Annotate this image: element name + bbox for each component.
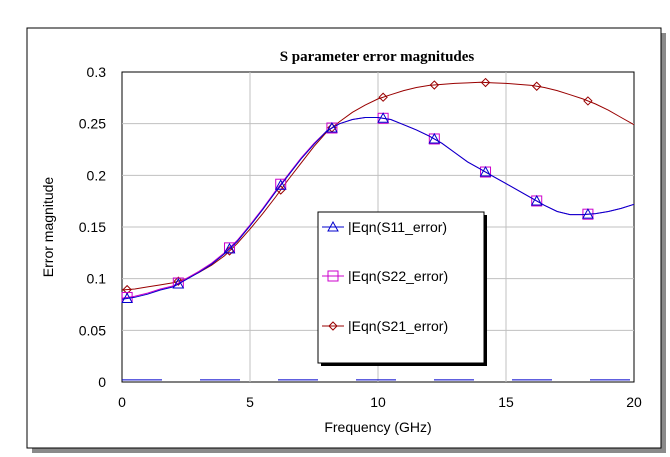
series-line-0: [121, 117, 635, 300]
series-line-2: [121, 81, 635, 291]
legend-label: |Eqn(S21_error): [348, 318, 448, 334]
legend: |Eqn(S11_error) |Eqn(S22_error) |Eqn(S21_e…: [317, 211, 487, 366]
legend-marker: [327, 270, 339, 282]
y-tick-label: 0.2: [87, 167, 107, 183]
y-tick-label: 0.05: [79, 322, 106, 338]
y-tick-label: 0.15: [79, 219, 106, 235]
y-axis-label: Error magnitude: [40, 177, 56, 278]
y-tick-label: 0.1: [87, 271, 107, 287]
series-marker-0: [582, 208, 594, 219]
x-tick-label: 10: [370, 394, 386, 410]
x-tick-label: 5: [246, 394, 254, 410]
chart-title: S parameter error magnitudes: [280, 49, 475, 65]
y-tick-label: 0.25: [79, 116, 106, 132]
series-marker-0: [223, 242, 236, 254]
x-axis-label: Frequency (GHz): [324, 419, 431, 435]
series-marker-0: [479, 165, 492, 177]
series-marker-2: [583, 96, 593, 106]
series-marker-0: [530, 194, 543, 206]
series-marker-2: [173, 276, 184, 286]
legend-label: |Eqn(S22_error): [348, 268, 448, 284]
y-tick-label: 0: [98, 374, 106, 390]
series-marker-0: [172, 278, 185, 289]
x-tick-label: 0: [118, 394, 126, 410]
series-marker-2: [480, 77, 491, 88]
legend-box: [317, 211, 485, 364]
series-marker-2: [532, 81, 542, 91]
legend-label: |Eqn(S11_error): [348, 219, 447, 235]
y-tick-label: 0.3: [87, 64, 107, 80]
legend-marker: [328, 321, 338, 331]
series-marker-2: [429, 80, 440, 90]
series-marker-0: [377, 112, 389, 123]
legend-marker: [327, 220, 339, 232]
series-marker-0: [326, 121, 338, 133]
x-tick-label: 15: [498, 394, 514, 410]
series-marker-2: [378, 92, 388, 102]
series-marker-0: [121, 292, 133, 304]
series-marker-0: [428, 132, 441, 144]
series-marker-0: [274, 179, 287, 190]
x-tick-label: 20: [626, 394, 642, 410]
